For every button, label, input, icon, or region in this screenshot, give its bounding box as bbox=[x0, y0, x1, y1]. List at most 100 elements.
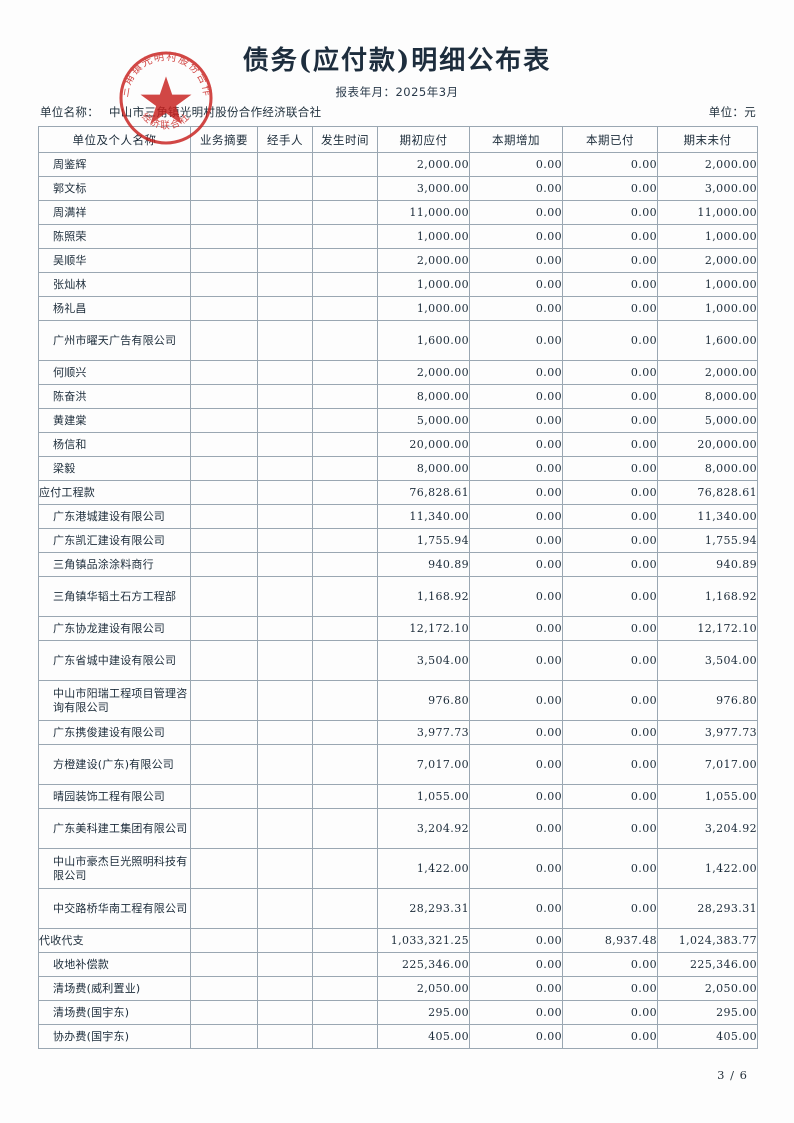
cell-handler bbox=[257, 224, 313, 249]
cell-paid: 0.00 bbox=[562, 528, 658, 553]
cell-increase: 0.00 bbox=[469, 1024, 563, 1049]
cell-increase: 0.00 bbox=[469, 200, 563, 225]
cell-increase: 0.00 bbox=[469, 552, 563, 577]
col-header-increase: 本期增加 bbox=[469, 126, 563, 153]
cell-increase: 0.00 bbox=[469, 528, 563, 553]
cell-summary bbox=[190, 408, 258, 433]
cell-opening: 225,346.00 bbox=[377, 952, 470, 977]
cell-paid: 0.00 bbox=[562, 224, 658, 249]
cell-closing: 1,422.00 bbox=[657, 848, 758, 889]
cell-paid: 0.00 bbox=[562, 784, 658, 809]
debt-detail-table: 单位及个人名称 业务摘要 经手人 发生时间 期初应付 本期增加 本期已付 期末未… bbox=[38, 126, 758, 1049]
cell-name: 何顺兴 bbox=[38, 360, 191, 385]
cell-summary bbox=[190, 808, 258, 849]
cell-closing: 940.89 bbox=[657, 552, 758, 577]
cell-increase: 0.00 bbox=[469, 640, 563, 681]
cell-name-text: 清场费(威利置业) bbox=[53, 981, 141, 995]
cell-handler bbox=[257, 552, 313, 577]
cell-handler bbox=[257, 152, 313, 177]
report-period: 报表年月：2025年3月 bbox=[0, 84, 794, 100]
cell-summary bbox=[190, 504, 258, 529]
cell-handler bbox=[257, 528, 313, 553]
table-row: 何顺兴 2,000.00 0.00 0.00 2,000.00 bbox=[38, 360, 758, 385]
cell-occur-time bbox=[312, 720, 378, 745]
cell-opening: 2,000.00 bbox=[377, 248, 470, 273]
cell-increase: 0.00 bbox=[469, 360, 563, 385]
cell-closing: 1,600.00 bbox=[657, 320, 758, 361]
cell-handler bbox=[257, 680, 313, 721]
cell-name: 广东凯汇建设有限公司 bbox=[38, 528, 191, 553]
cell-name-text: 杨信和 bbox=[53, 437, 87, 451]
cell-name: 方橙建设(广东)有限公司 bbox=[38, 744, 191, 785]
cell-paid: 0.00 bbox=[562, 384, 658, 409]
cell-increase: 0.00 bbox=[469, 504, 563, 529]
cell-closing: 5,000.00 bbox=[657, 408, 758, 433]
cell-opening: 20,000.00 bbox=[377, 432, 470, 457]
cell-name-text: 陈照荣 bbox=[53, 229, 87, 243]
cell-closing: 1,000.00 bbox=[657, 224, 758, 249]
cell-closing: 976.80 bbox=[657, 680, 758, 721]
cell-handler bbox=[257, 200, 313, 225]
cell-handler bbox=[257, 848, 313, 889]
cell-name: 中山市豪杰巨光照明科技有限公司 bbox=[38, 848, 191, 889]
cell-occur-time bbox=[312, 576, 378, 617]
cell-increase: 0.00 bbox=[469, 720, 563, 745]
cell-closing: 1,055.00 bbox=[657, 784, 758, 809]
cell-increase: 0.00 bbox=[469, 576, 563, 617]
cell-opening: 3,977.73 bbox=[377, 720, 470, 745]
cell-handler bbox=[257, 616, 313, 641]
cell-paid: 0.00 bbox=[562, 888, 658, 929]
cell-occur-time bbox=[312, 176, 378, 201]
col-header-handler: 经手人 bbox=[257, 126, 313, 153]
cell-paid: 0.00 bbox=[562, 408, 658, 433]
cell-handler bbox=[257, 296, 313, 321]
cell-handler bbox=[257, 384, 313, 409]
cell-opening: 11,340.00 bbox=[377, 504, 470, 529]
cell-name: 协办费(国宇东) bbox=[38, 1024, 191, 1049]
cell-handler bbox=[257, 720, 313, 745]
cell-increase: 0.00 bbox=[469, 176, 563, 201]
cell-paid: 0.00 bbox=[562, 272, 658, 297]
table-row: 中山市豪杰巨光照明科技有限公司 1,422.00 0.00 0.00 1,422.00 bbox=[38, 848, 758, 889]
cell-increase: 0.00 bbox=[469, 152, 563, 177]
cell-occur-time bbox=[312, 680, 378, 721]
cell-summary bbox=[190, 952, 258, 977]
cell-handler bbox=[257, 576, 313, 617]
page-title: 债务(应付款)明细公布表 bbox=[242, 46, 552, 76]
cell-name-text: 陈奋洪 bbox=[53, 389, 87, 403]
cell-paid: 0.00 bbox=[562, 552, 658, 577]
table-row: 梁毅 8,000.00 0.00 0.00 8,000.00 bbox=[38, 456, 758, 481]
cell-handler bbox=[257, 1024, 313, 1049]
cell-occur-time bbox=[312, 480, 378, 505]
cell-opening: 8,000.00 bbox=[377, 456, 470, 481]
cell-increase: 0.00 bbox=[469, 928, 563, 953]
cell-summary bbox=[190, 296, 258, 321]
table-row: 陈奋洪 8,000.00 0.00 0.00 8,000.00 bbox=[38, 384, 758, 409]
cell-occur-time bbox=[312, 1024, 378, 1049]
cell-closing: 3,204.92 bbox=[657, 808, 758, 849]
table-row: 三角镇华韬土石方工程部 1,168.92 0.00 0.00 1,168.92 bbox=[38, 576, 758, 617]
cell-name: 代收代支 bbox=[38, 928, 191, 953]
cell-occur-time bbox=[312, 888, 378, 929]
cell-name: 周满祥 bbox=[38, 200, 191, 225]
cell-increase: 0.00 bbox=[469, 432, 563, 457]
cell-paid: 0.00 bbox=[562, 976, 658, 1001]
cell-name-text: 周鉴辉 bbox=[53, 157, 87, 171]
cell-occur-time bbox=[312, 432, 378, 457]
cell-summary bbox=[190, 384, 258, 409]
cell-increase: 0.00 bbox=[469, 952, 563, 977]
cell-increase: 0.00 bbox=[469, 272, 563, 297]
cell-name: 清场费(国宇东) bbox=[38, 1000, 191, 1025]
cell-closing: 1,168.92 bbox=[657, 576, 758, 617]
cell-occur-time bbox=[312, 1000, 378, 1025]
debt-detail-table-container: 单位及个人名称 业务摘要 经手人 发生时间 期初应付 本期增加 本期已付 期末未… bbox=[38, 126, 758, 1049]
cell-summary bbox=[190, 744, 258, 785]
col-header-occur-time: 发生时间 bbox=[312, 126, 378, 153]
cell-name-text: 周满祥 bbox=[53, 205, 87, 219]
cell-name: 广东港城建设有限公司 bbox=[38, 504, 191, 529]
cell-paid: 0.00 bbox=[562, 680, 658, 721]
cell-occur-time bbox=[312, 552, 378, 577]
table-row: 晴园装饰工程有限公司 1,055.00 0.00 0.00 1,055.00 bbox=[38, 784, 758, 809]
cell-name: 三角镇华韬土石方工程部 bbox=[38, 576, 191, 617]
cell-name: 吴顺华 bbox=[38, 248, 191, 273]
